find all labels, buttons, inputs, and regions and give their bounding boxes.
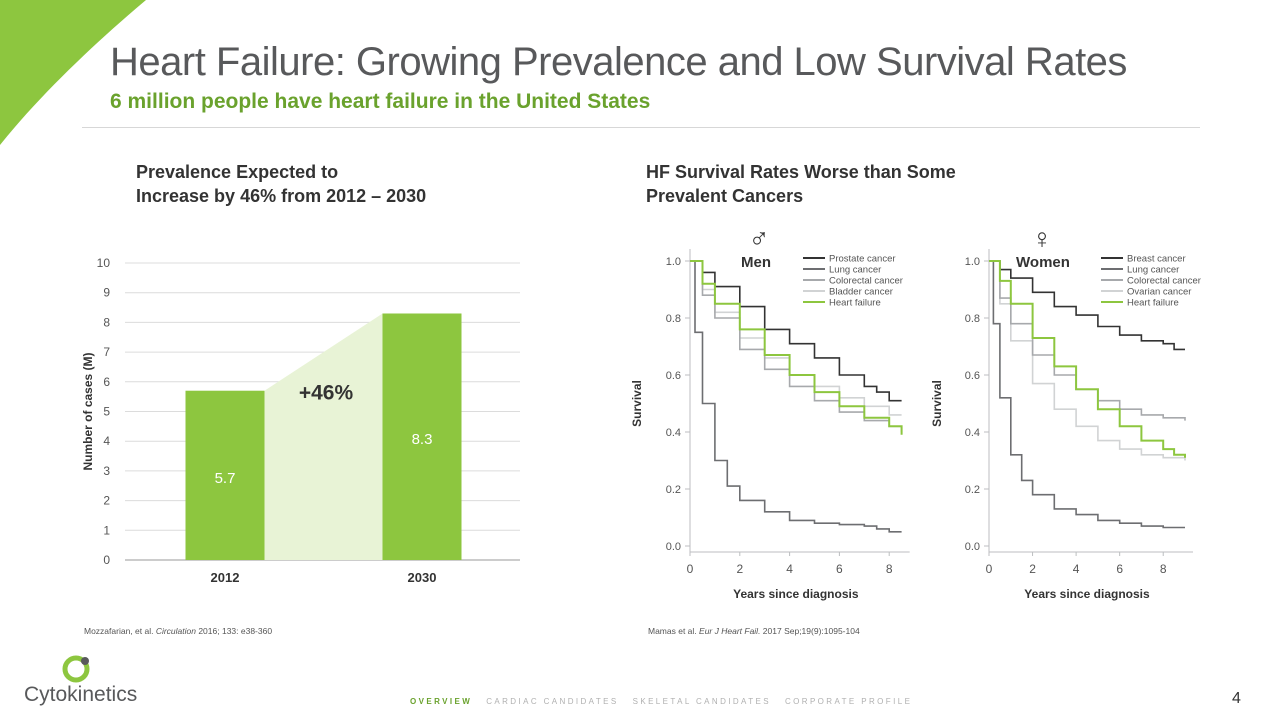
bar-value-label: 8.3	[412, 431, 433, 448]
nav-overview[interactable]: OVERVIEW	[410, 697, 473, 706]
x-tick-label: 4	[786, 562, 793, 576]
citation-authors: Mozzafarian, et al.	[84, 626, 156, 636]
nav-skeletal-candidates[interactable]: SKELETAL CANDIDATES	[632, 697, 771, 706]
x-tick-label: 2	[1029, 562, 1036, 576]
x-tick-label: 6	[836, 562, 843, 576]
series-line-heart-failure	[989, 260, 1186, 458]
series-line-heart-failure	[690, 260, 903, 435]
growth-wedge	[264, 313, 383, 560]
y-axis-label: Survival	[930, 380, 944, 427]
x-tick-label: 0	[986, 562, 993, 576]
prevalence-panel-title: Prevalence Expected to Increase by 46% f…	[136, 160, 556, 208]
survival-title-line2: Prevalent Cancers	[646, 186, 804, 206]
women-survival-chart: 0.0 0.2 0.4 0.6 0.8 1.0 0 2 4 6 8 Years since diagn…	[930, 223, 1201, 601]
citation-journal: Circulation	[155, 626, 196, 636]
y-tick-label: 5	[103, 405, 110, 419]
legend-entry: Breast cancer	[1127, 254, 1186, 265]
header-divider	[82, 127, 1200, 128]
company-logo-text: Cytokinetics	[24, 683, 138, 706]
series-line-lung-cancer	[989, 260, 1185, 529]
bar-2012	[185, 390, 265, 560]
prevalence-title-line2: Increase by 46% from 2012 – 2030	[136, 186, 427, 206]
gender-symbol-icon: ♀	[1032, 223, 1053, 254]
bar-2030	[382, 313, 462, 560]
footer-nav: OVERVIEW CARDIAC CANDIDATES SKELETAL CANDI…	[410, 697, 926, 706]
prevalence-bar-chart: 0 1 2 3 4 5 6 7 8 9 10 Number of cases (M) 5.7 2012 8.…	[81, 256, 520, 585]
y-tick-label: 0.0	[965, 541, 980, 553]
x-axis-label: Years since diagnosis	[1024, 587, 1150, 601]
x-tick-label: 6	[1116, 562, 1123, 576]
citation-authors: Mamas et al.	[648, 626, 700, 636]
citation-journal: Eur J Heart Fail.	[699, 626, 761, 636]
y-tick-label: 0	[103, 553, 110, 567]
x-tick-label: 0	[687, 562, 694, 576]
y-tick-label: 8	[103, 315, 110, 329]
y-axis-label: Survival	[630, 380, 644, 427]
legend-entry: Heart failure	[1127, 298, 1179, 309]
x-category-label: 2012	[211, 570, 240, 585]
citation-details: 2016; 133: e38-360	[195, 626, 273, 636]
y-tick-label: 9	[103, 286, 110, 300]
citation-details: 2017 Sep;19(9):1095-104	[760, 626, 860, 636]
y-tick-label: 0.8	[965, 313, 980, 325]
gender-symbol-icon: ♂	[749, 223, 770, 254]
page-number: 4	[1232, 690, 1241, 707]
y-tick-label: 0.6	[666, 370, 681, 382]
legend-entry: Lung cancer	[829, 265, 881, 276]
legend-entry: Bladder cancer	[829, 287, 893, 298]
nav-cardiac-candidates[interactable]: CARDIAC CANDIDATES	[486, 697, 619, 706]
y-tick-label: 4	[103, 434, 110, 448]
series-line-lung-cancer	[690, 260, 902, 533]
nav-corporate-profile[interactable]: CORPORATE PROFILE	[784, 697, 913, 706]
y-axis-label: Number of cases (M)	[81, 352, 95, 470]
panel-label: Men	[741, 254, 771, 271]
survival-panel-title: HF Survival Rates Worse than Some Preval…	[646, 160, 1066, 208]
x-tick-label: 8	[886, 562, 893, 576]
legend-entry: Heart failure	[829, 298, 881, 309]
y-tick-label: 7	[103, 345, 110, 359]
series-line-prostate-cancer	[690, 260, 902, 402]
legend-entry: Lung cancer	[1127, 265, 1179, 276]
y-tick-label: 0.4	[666, 427, 681, 439]
corner-decoration	[0, 0, 146, 145]
legend-entry: Colorectal cancer	[1127, 276, 1201, 287]
series-line-breast-cancer	[989, 260, 1185, 351]
legend-entry: Prostate cancer	[829, 254, 896, 265]
survival-citation: Mamas et al. Eur J Heart Fail. 2017 Sep;…	[648, 626, 860, 636]
y-tick-label: 0.2	[666, 484, 681, 496]
y-tick-label: 0.4	[965, 427, 980, 439]
prevalence-citation: Mozzafarian, et al. Circulation 2016; 13…	[84, 626, 272, 636]
y-tick-label: 1.0	[965, 256, 980, 268]
x-tick-label: 2	[736, 562, 743, 576]
bar-value-label: 5.7	[215, 470, 236, 487]
y-tick-label: 0.0	[666, 541, 681, 553]
y-tick-label: 0.6	[965, 370, 980, 382]
legend-entry: Ovarian cancer	[1127, 287, 1191, 298]
y-tick-label: 2	[103, 494, 110, 508]
panel-label: Women	[1016, 254, 1070, 271]
y-tick-label: 1.0	[666, 256, 681, 268]
x-axis-label: Years since diagnosis	[733, 587, 859, 601]
x-category-label: 2030	[408, 570, 437, 585]
page-subtitle: 6 million people have heart failure in t…	[110, 90, 651, 113]
y-tick-label: 1	[103, 523, 110, 537]
page-title: Heart Failure: Growing Prevalence and Lo…	[110, 40, 1127, 84]
y-tick-label: 0.8	[666, 313, 681, 325]
prevalence-title-line1: Prevalence Expected to	[136, 162, 339, 182]
men-survival-chart: 0.0 0.2 0.4 0.6 0.8 1.0 0 2 4 6 8 Years since diagn…	[630, 223, 910, 601]
y-tick-label: 0.2	[965, 484, 980, 496]
y-tick-label: 3	[103, 464, 110, 478]
survival-title-line1: HF Survival Rates Worse than Some	[646, 162, 956, 182]
x-tick-label: 8	[1160, 562, 1167, 576]
legend-entry: Colorectal cancer	[829, 276, 903, 287]
y-tick-label: 6	[103, 375, 110, 389]
cytokinetics-logo-icon	[62, 655, 90, 683]
growth-annotation: +46%	[299, 382, 354, 405]
x-tick-label: 4	[1073, 562, 1080, 576]
y-tick-label: 10	[97, 256, 111, 270]
